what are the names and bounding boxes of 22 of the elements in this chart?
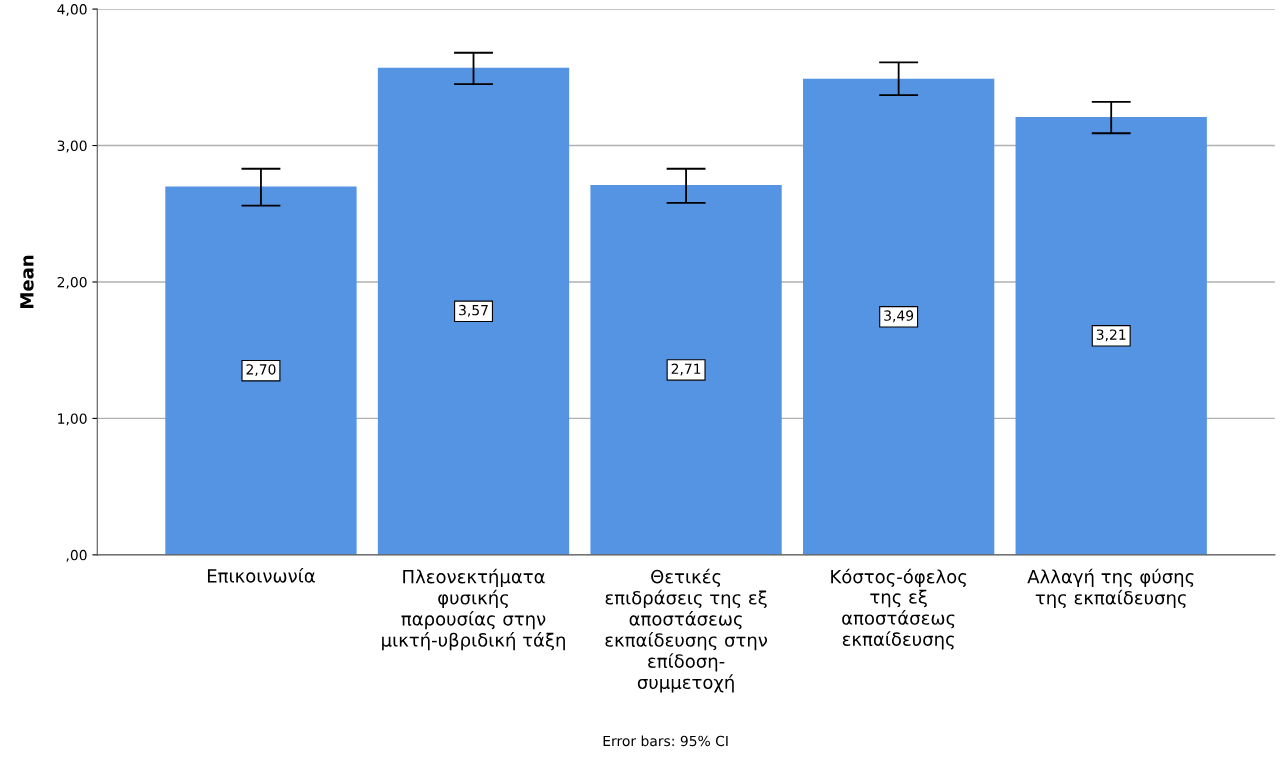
bar [1015,116,1207,555]
data-label: 2,70 [246,364,276,377]
data-label: 3,21 [1096,329,1126,342]
bar [377,67,570,555]
y-tick-label: 1,00 [58,413,87,426]
y-axis-title: Mean [20,255,34,308]
x-tick-label: Αλλαγή της φύσης της εκπαίδευσης [1027,568,1194,609]
data-label: 3,49 [884,310,914,323]
y-tick-label: 2,00 [57,276,87,289]
data-label: 2,71 [671,363,701,376]
y-tick-label: 4,00 [57,4,87,16]
y-tick-label: 3,00 [57,140,87,153]
bar [802,78,995,555]
y-tick-label: ,00 [66,549,87,562]
data-label: 3,57 [459,304,488,317]
bar [165,186,357,555]
x-tick-label: Θετικές επιδράσεις της εξ αποστάσεως εκπαίδευσης στην επίδοση- συμμετοχή [605,568,768,693]
bar [590,185,782,555]
x-tick-label: Πλεονεκτήματα φυσικής παρουσίας στην μικτή-υβριδική τάξη [382,568,565,651]
x-tick-label: Κόστος-όφελος της εξ αποστάσεως εκπαίδευσης [831,568,967,650]
x-tick-label: Επικοινωνία [207,568,315,583]
text: Error bars: 95% CI [603,735,728,747]
